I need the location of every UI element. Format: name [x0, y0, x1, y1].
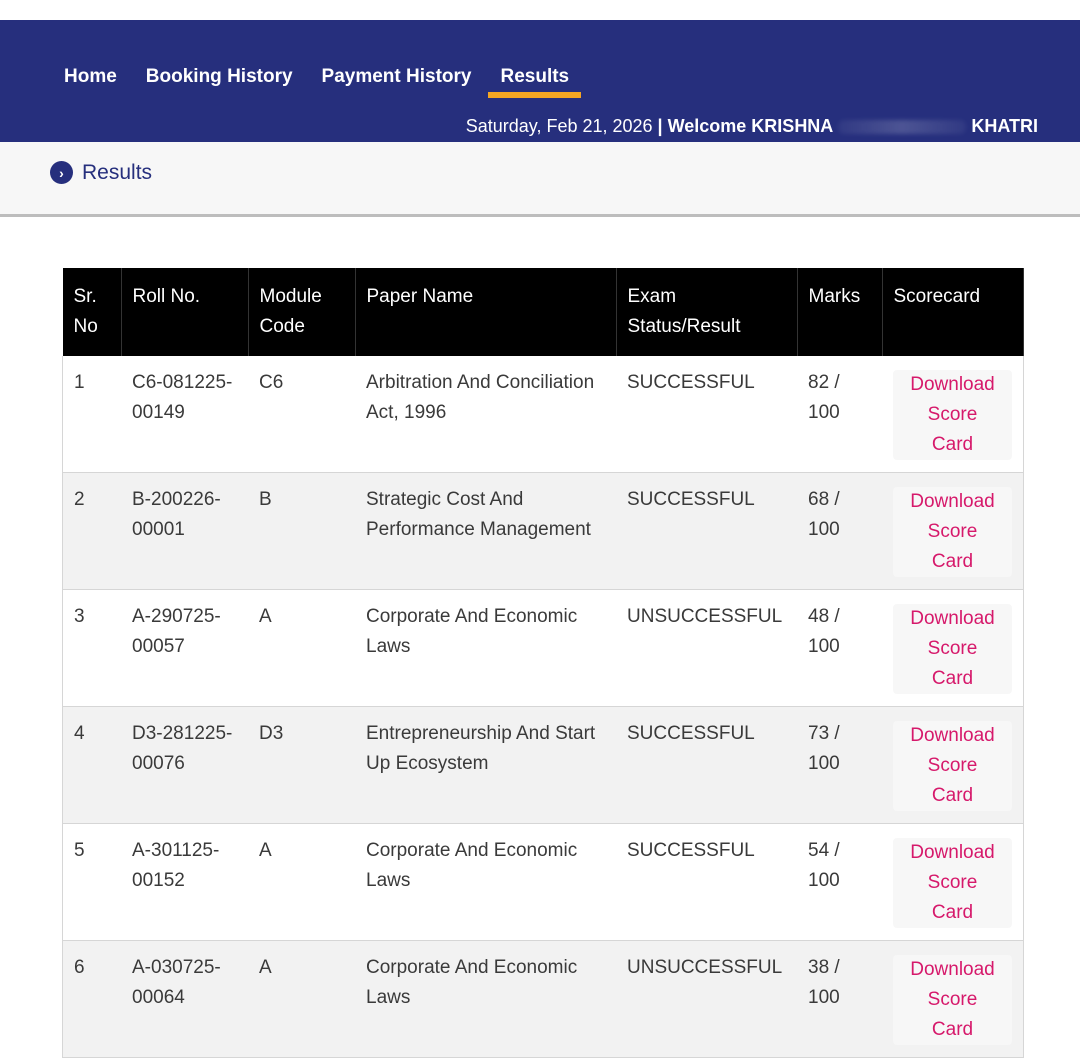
cell-roll: A-290725-00057: [121, 589, 248, 707]
cell-scorecard: Download Score Card: [882, 706, 1024, 824]
nav-results[interactable]: Results: [488, 66, 581, 98]
cell-marks: 54 / 100: [797, 823, 882, 941]
header-marks: Marks: [797, 268, 883, 356]
cell-scorecard: Download Score Card: [882, 472, 1024, 590]
cell-scorecard: Download Score Card: [882, 589, 1024, 707]
current-date: Saturday, Feb 21, 2026: [465, 116, 653, 136]
cell-paper: Strategic Cost And Performance Managemen…: [355, 472, 616, 590]
redacted-name: [838, 120, 967, 135]
cell-status: SUCCESSFUL: [616, 823, 797, 941]
nav-home[interactable]: Home: [64, 66, 117, 87]
main-nav: Home Booking History Payment History Res…: [64, 66, 598, 98]
cell-module: A: [248, 589, 355, 707]
table-row: 2 B-200226-00001 B Strategic Cost And Pe…: [62, 472, 1024, 590]
cell-marks: 38 / 100: [797, 940, 882, 1058]
cell-roll: A-030725-00064: [121, 940, 248, 1058]
download-score-card-button[interactable]: Download Score Card: [893, 370, 1012, 460]
cell-status: UNSUCCESSFUL: [616, 940, 797, 1058]
table-row: 6 A-030725-00064 A Corporate And Economi…: [62, 940, 1024, 1058]
cell-paper: Corporate And Economic Laws: [355, 823, 616, 941]
chevron-right-icon: ›: [50, 161, 73, 184]
table-row: 4 D3-281225-00076 D3 Entrepreneurship An…: [62, 706, 1024, 824]
cell-roll: B-200226-00001: [121, 472, 248, 590]
header-module-code: Module Code: [248, 268, 356, 356]
welcome-text: Welcome KRISHNA: [667, 116, 834, 136]
download-score-card-button[interactable]: Download Score Card: [893, 487, 1012, 577]
download-score-card-button[interactable]: Download Score Card: [893, 721, 1012, 811]
header-roll-no: Roll No.: [121, 268, 249, 356]
welcome-line: Saturday, Feb 21, 2026 | Welcome KRISHNA…: [466, 116, 1038, 137]
cell-paper: Entrepreneurship And Start Up Ecosystem: [355, 706, 616, 824]
cell-status: SUCCESSFUL: [616, 706, 797, 824]
welcome-surname: KHATRI: [971, 116, 1038, 136]
cell-paper: Corporate And Economic Laws: [355, 589, 616, 707]
cell-marks: 73 / 100: [797, 706, 882, 824]
cell-marks: 48 / 100: [797, 589, 882, 707]
separator: |: [657, 116, 663, 136]
cell-sr: 2: [62, 472, 121, 590]
page-title: Results: [82, 161, 153, 184]
cell-sr: 6: [62, 940, 121, 1058]
table-row: 3 A-290725-00057 A Corporate And Economi…: [62, 589, 1024, 707]
table-header-row: Sr. No Roll No. Module Code Paper Name E…: [62, 268, 1024, 356]
cell-marks: 68 / 100: [797, 472, 882, 590]
header-exam-status: Exam Status/Result: [616, 268, 798, 356]
cell-scorecard: Download Score Card: [882, 823, 1024, 941]
results-table: Sr. No Roll No. Module Code Paper Name E…: [62, 268, 1024, 1058]
cell-scorecard: Download Score Card: [882, 356, 1024, 473]
cell-module: A: [248, 940, 355, 1058]
header-scorecard: Scorecard: [882, 268, 1024, 356]
cell-sr: 3: [62, 589, 121, 707]
top-header: Home Booking History Payment History Res…: [0, 20, 1080, 142]
cell-paper: Arbitration And Conciliation Act, 1996: [355, 356, 616, 473]
download-score-card-button[interactable]: Download Score Card: [893, 604, 1012, 694]
header-paper-name: Paper Name: [355, 268, 617, 356]
cell-roll: D3-281225-00076: [121, 706, 248, 824]
header-sr-no: Sr. No: [62, 268, 122, 356]
cell-sr: 5: [62, 823, 121, 941]
cell-module: C6: [248, 356, 355, 473]
download-score-card-button[interactable]: Download Score Card: [893, 955, 1012, 1045]
cell-paper: Corporate And Economic Laws: [355, 940, 616, 1058]
cell-status: SUCCESSFUL: [616, 472, 797, 590]
cell-module: A: [248, 823, 355, 941]
table-row: 1 C6-081225-00149 C6 Arbitration And Con…: [62, 356, 1024, 473]
nav-payment-history[interactable]: Payment History: [321, 66, 472, 87]
cell-module: B: [248, 472, 355, 590]
download-score-card-button[interactable]: Download Score Card: [893, 838, 1012, 928]
breadcrumb-bar: › Results: [0, 142, 1080, 217]
cell-scorecard: Download Score Card: [882, 940, 1024, 1058]
cell-roll: C6-081225-00149: [121, 356, 248, 473]
cell-status: SUCCESSFUL: [616, 356, 797, 473]
nav-booking-history[interactable]: Booking History: [145, 66, 293, 87]
cell-sr: 4: [62, 706, 121, 824]
table-row: 5 A-301125-00152 A Corporate And Economi…: [62, 823, 1024, 941]
cell-sr: 1: [62, 356, 121, 473]
cell-marks: 82 / 100: [797, 356, 882, 473]
cell-module: D3: [248, 706, 355, 824]
cell-status: UNSUCCESSFUL: [616, 589, 797, 707]
cell-roll: A-301125-00152: [121, 823, 248, 941]
